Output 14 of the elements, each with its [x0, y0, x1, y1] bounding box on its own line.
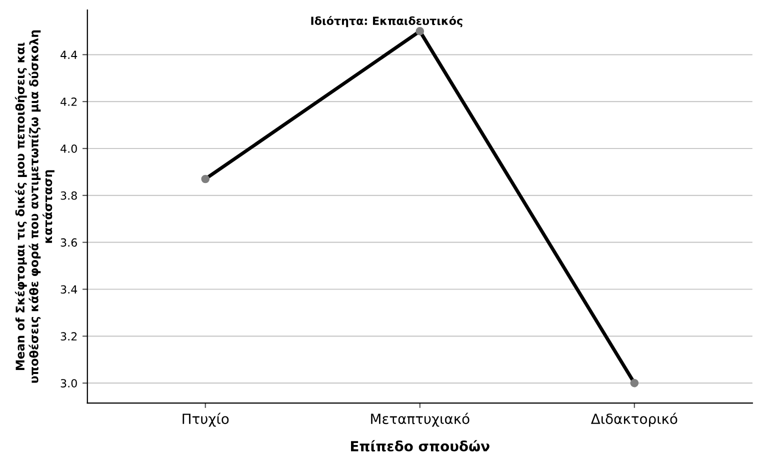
x-tick-label: Πτυχίο	[182, 412, 229, 427]
y-tick-label: 3.2	[60, 332, 77, 341]
y-tick-label: 4.2	[60, 98, 77, 106]
x-axis-title: Επίπεδο σπουδών	[351, 440, 490, 452]
y-axis-title: Mean of Σκέφτομαι τις δικές μου πεποιθήσεις και υποθέσεις κάθε φορά που αντιμετωπίζω μια δύσκολη κατάσταση	[14, 30, 54, 383]
y-tick-label: 4.0	[60, 144, 77, 153]
y-tick-label: 3.6	[60, 238, 77, 247]
y-tick-label: 3.8	[60, 191, 77, 200]
x-tick-label: Διδακτορικό	[590, 412, 678, 427]
y-tick-label: 3.4	[60, 285, 78, 294]
y-tick-label: 4.4	[60, 50, 78, 59]
annotation: Ιδιότητα: Εκπαιδευτικός	[311, 16, 462, 28]
x-tick-label: Μεταπτυχιακό	[371, 412, 470, 427]
y-tick-label: 3.0	[60, 379, 77, 388]
